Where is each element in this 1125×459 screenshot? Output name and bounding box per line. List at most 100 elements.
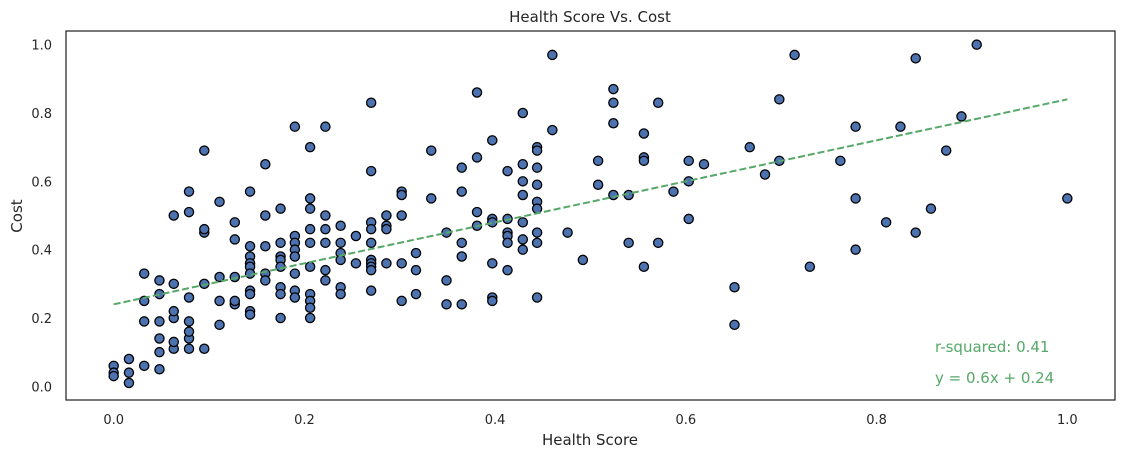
data-point <box>138 295 150 307</box>
data-point <box>320 223 331 235</box>
data-point <box>320 264 331 276</box>
data-point <box>350 258 362 269</box>
r-squared-annotation: r-squared: 0.41 <box>935 338 1049 356</box>
plot-area <box>65 30 1116 401</box>
y-tick-label: 0.4 <box>31 244 52 259</box>
data-point <box>304 312 316 324</box>
data-point <box>487 135 498 146</box>
data-point <box>123 367 135 378</box>
data-point <box>683 213 694 225</box>
data-point <box>183 343 195 354</box>
data-point <box>683 155 694 167</box>
data-point <box>774 94 785 105</box>
data-point <box>154 316 165 327</box>
data-point <box>154 363 165 375</box>
data-point <box>531 227 543 238</box>
data-point <box>335 254 346 266</box>
y-axis-label: Cost <box>8 199 26 232</box>
data-point <box>365 237 377 249</box>
data-point <box>456 237 468 249</box>
data-point <box>410 288 422 300</box>
data-point <box>531 237 543 249</box>
data-point <box>138 360 150 372</box>
data-point <box>835 155 846 167</box>
data-point <box>289 292 301 303</box>
data-point <box>244 288 256 300</box>
data-point <box>304 261 316 272</box>
data-point <box>168 210 180 221</box>
data-point <box>229 295 241 307</box>
data-point <box>940 145 952 156</box>
data-point <box>365 264 377 276</box>
data-point <box>275 288 286 300</box>
data-point <box>154 346 165 358</box>
data-point <box>304 203 316 214</box>
data-point <box>850 193 861 204</box>
data-point <box>260 240 271 252</box>
data-point <box>138 268 150 279</box>
data-point <box>365 223 377 235</box>
data-point <box>471 152 483 163</box>
data-point <box>547 124 558 136</box>
data-point <box>517 234 529 245</box>
data-point <box>365 165 377 177</box>
data-point <box>214 295 225 307</box>
data-point <box>260 158 271 170</box>
data-point <box>608 189 619 201</box>
data-point <box>365 285 377 296</box>
data-point <box>531 162 543 173</box>
y-tick-label: 0.6 <box>31 175 52 190</box>
data-point <box>517 158 529 170</box>
data-point <box>487 295 498 307</box>
data-point <box>244 309 256 320</box>
data-point <box>623 237 634 249</box>
data-point <box>608 83 619 95</box>
data-point <box>123 353 135 365</box>
data-point <box>502 237 513 249</box>
data-point <box>956 111 967 122</box>
data-point <box>729 319 740 331</box>
x-axis-label: Health Score <box>542 431 638 449</box>
trend-line <box>113 98 1068 306</box>
data-point <box>183 292 195 303</box>
data-point <box>698 158 710 170</box>
data-point <box>531 179 543 190</box>
data-point <box>638 155 650 167</box>
data-point <box>381 223 392 235</box>
data-point <box>335 288 346 300</box>
data-point <box>168 336 180 348</box>
scatter-points <box>108 39 1073 389</box>
data-point <box>320 121 331 132</box>
x-tick-label: 0.8 <box>866 413 887 428</box>
data-point <box>275 237 286 249</box>
data-point <box>441 275 452 286</box>
data-point <box>487 258 498 269</box>
data-point <box>335 237 346 249</box>
data-point <box>592 179 604 190</box>
data-point <box>441 299 452 310</box>
y-tick-labels: 0.0 0.2 0.4 0.6 0.8 1.0 <box>31 39 52 396</box>
x-tick-label: 1.0 <box>1057 413 1078 428</box>
data-point <box>652 97 664 109</box>
data-point <box>638 261 650 272</box>
data-point <box>910 227 921 238</box>
data-point <box>304 302 316 313</box>
data-point <box>108 370 119 382</box>
data-point <box>425 193 437 204</box>
data-point <box>517 244 529 255</box>
data-point <box>456 299 468 310</box>
data-point <box>652 237 664 249</box>
data-point <box>289 268 301 279</box>
y-tick-label: 0.8 <box>31 107 52 122</box>
data-point <box>275 203 286 214</box>
y-tick-label: 1.0 <box>31 39 52 54</box>
data-point <box>502 165 513 177</box>
data-point <box>381 210 392 221</box>
data-point <box>759 169 771 180</box>
y-tick-label: 0.2 <box>31 312 52 327</box>
data-point <box>289 251 301 262</box>
x-tick-label: 0.6 <box>676 413 697 428</box>
chart-title: Health Score Vs. Cost <box>509 8 671 26</box>
data-point <box>608 97 619 109</box>
data-point <box>244 186 256 197</box>
